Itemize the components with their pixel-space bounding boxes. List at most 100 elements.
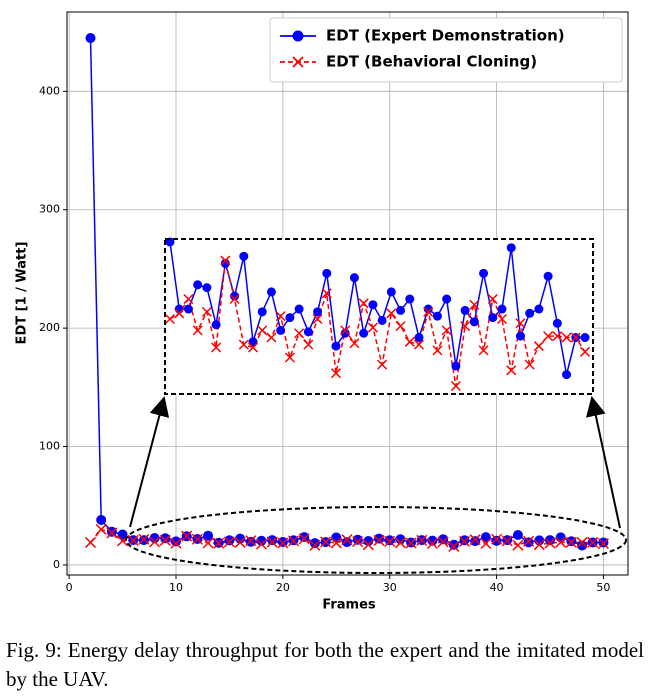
point-marker <box>284 352 295 363</box>
point-marker <box>106 527 118 539</box>
point-marker <box>373 534 385 546</box>
point-marker <box>230 291 240 301</box>
point-marker <box>384 535 396 548</box>
point-marker <box>501 535 513 547</box>
point-marker <box>480 537 492 550</box>
point-marker <box>309 538 320 549</box>
point-marker <box>544 537 556 549</box>
point-marker <box>496 313 508 325</box>
point-marker <box>303 339 314 350</box>
point-marker <box>309 539 321 551</box>
point-marker <box>299 532 310 543</box>
point-marker <box>458 535 471 548</box>
point-marker <box>181 530 193 542</box>
point-marker <box>506 243 516 253</box>
point-marker <box>220 258 230 268</box>
point-marker <box>479 268 489 278</box>
point-marker <box>442 294 452 304</box>
point-marker <box>386 308 397 319</box>
point-marker <box>426 537 438 550</box>
point-marker <box>432 345 443 356</box>
point-marker <box>211 320 221 330</box>
point-marker <box>460 321 471 332</box>
point-marker <box>85 33 96 44</box>
point-marker <box>577 540 588 551</box>
point-marker <box>294 328 305 339</box>
point-marker <box>321 288 332 299</box>
point-marker <box>352 536 364 548</box>
point-marker <box>224 535 235 546</box>
point-marker <box>174 308 185 319</box>
point-marker <box>533 539 545 551</box>
zoom-region <box>125 506 627 574</box>
point-marker <box>288 535 300 547</box>
point-marker <box>580 333 590 343</box>
point-marker <box>437 536 449 548</box>
point-marker <box>211 342 222 353</box>
point-marker <box>404 336 415 347</box>
point-marker <box>322 268 332 278</box>
point-marker <box>341 534 353 546</box>
y-tick-label: 300 <box>39 203 60 216</box>
legend-box <box>269 17 623 83</box>
point-marker <box>84 536 97 548</box>
point-marker <box>320 536 332 548</box>
point-marker <box>396 305 406 315</box>
point-marker <box>459 535 470 546</box>
point-marker <box>451 361 461 371</box>
point-marker <box>349 338 360 349</box>
point-marker <box>597 538 609 550</box>
point-marker <box>515 331 525 341</box>
point-marker <box>330 368 342 379</box>
point-marker <box>395 534 406 545</box>
point-marker <box>488 313 498 323</box>
point-marker <box>294 304 304 314</box>
point-marker <box>245 536 256 547</box>
point-marker <box>341 537 352 548</box>
point-marker <box>562 370 572 380</box>
inset <box>164 237 594 395</box>
point-marker <box>174 304 184 314</box>
y-axis-label: EDT [1 / Watt] <box>15 242 30 345</box>
point-marker <box>257 307 267 317</box>
point-marker <box>96 514 107 525</box>
point-marker <box>523 535 535 547</box>
point-marker <box>469 317 479 327</box>
series-line <box>169 241 585 375</box>
point-marker <box>552 318 562 328</box>
point-marker <box>491 535 502 546</box>
point-marker <box>160 533 171 544</box>
point-marker <box>394 537 406 549</box>
point-marker <box>235 533 246 544</box>
point-marker <box>414 333 424 343</box>
point-marker <box>470 536 481 547</box>
point-marker <box>570 332 581 343</box>
x-tick-label: 10 <box>169 581 183 594</box>
point-marker <box>223 536 235 548</box>
point-marker <box>127 534 139 546</box>
point-marker <box>362 539 374 551</box>
point-marker <box>358 298 369 309</box>
zoom-arrow <box>129 396 170 528</box>
point-marker <box>285 313 295 323</box>
point-marker <box>159 534 171 546</box>
point-marker <box>579 346 591 357</box>
point-marker <box>277 537 289 549</box>
x-tick-label: 0 <box>66 581 73 594</box>
point-marker <box>552 331 563 342</box>
point-marker <box>416 534 428 546</box>
point-marker <box>566 536 577 547</box>
point-marker <box>213 537 225 549</box>
point-marker <box>298 533 310 545</box>
point-marker <box>203 530 214 541</box>
point-marker <box>229 293 240 305</box>
point-marker <box>460 305 470 315</box>
point-marker <box>256 535 267 546</box>
legend-marker <box>292 30 304 42</box>
point-marker <box>377 315 387 325</box>
point-marker <box>247 342 259 353</box>
caption: Fig. 9: Energy delay throughput for both… <box>6 638 644 691</box>
x-tick-label: 30 <box>383 581 397 594</box>
point-marker <box>524 359 535 370</box>
